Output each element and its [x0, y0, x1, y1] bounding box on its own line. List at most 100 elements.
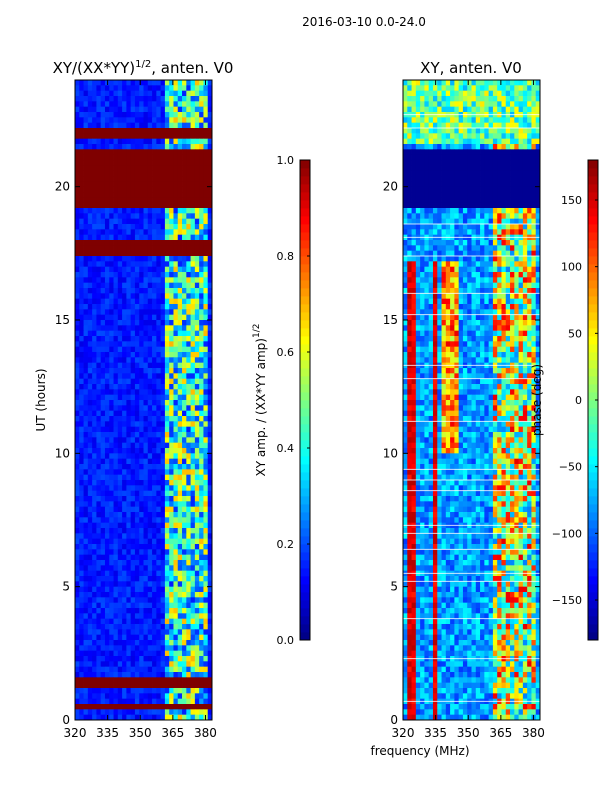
heatmap-cell — [501, 245, 507, 252]
heatmap-cell — [139, 458, 144, 465]
heatmap-cell — [160, 394, 166, 401]
heatmap-cell — [492, 229, 498, 236]
heatmap-cell — [134, 256, 140, 262]
heatmap-cell — [130, 437, 136, 444]
heatmap-cell — [152, 101, 157, 108]
heatmap-cell — [190, 277, 196, 284]
heatmap-cell — [160, 170, 166, 177]
heatmap-cell — [75, 229, 80, 236]
heatmap-cell — [130, 208, 136, 214]
heatmap-cell — [143, 128, 149, 134]
heatmap-cell — [96, 197, 102, 204]
heatmap-cell — [467, 224, 472, 230]
heatmap-cell — [450, 149, 455, 156]
heatmap-cell — [432, 197, 438, 204]
heatmap-cell — [173, 640, 179, 646]
heatmap-cell — [199, 128, 204, 134]
heatmap-cell — [143, 714, 149, 721]
heatmap-cell — [113, 117, 119, 124]
heatmap-cell — [194, 368, 200, 374]
heatmap-cell — [147, 368, 153, 374]
heatmap-cell — [147, 608, 153, 614]
heatmap-cell — [109, 277, 114, 284]
heatmap-cell — [160, 160, 166, 166]
heatmap-cell — [471, 197, 477, 204]
heatmap-cell — [122, 650, 127, 657]
y-tick-label: 20 — [55, 180, 70, 194]
heatmap-cell — [75, 288, 80, 294]
heatmap-cell — [173, 96, 179, 102]
heatmap-cell — [79, 554, 84, 561]
heatmap-cell — [87, 266, 93, 273]
heatmap-cell — [207, 378, 213, 385]
heatmap-cell — [207, 336, 213, 342]
heatmap-cell — [535, 245, 541, 252]
heatmap-cell — [173, 389, 179, 396]
heatmap-cell — [122, 106, 127, 113]
heatmap-cell — [83, 293, 89, 300]
heatmap-cell — [415, 224, 421, 230]
heatmap-cell — [199, 101, 204, 108]
heatmap-cell — [415, 192, 421, 198]
heatmap-cell — [122, 309, 127, 316]
heatmap-cell — [79, 149, 84, 156]
heatmap-cell — [169, 549, 174, 556]
heatmap-cell — [415, 186, 421, 193]
heatmap-cell — [143, 405, 149, 412]
heatmap-cell — [194, 170, 200, 177]
heatmap-cell — [169, 448, 174, 454]
heatmap-cell — [169, 581, 174, 588]
heatmap-cell — [134, 613, 140, 620]
heatmap-cell — [79, 309, 84, 316]
heatmap-cell — [96, 464, 102, 470]
heatmap-cell — [484, 186, 490, 193]
heatmap-cell — [186, 240, 191, 246]
heatmap-cell — [113, 346, 119, 353]
heatmap-cell — [207, 133, 213, 140]
heatmap-cell — [92, 245, 97, 252]
heatmap-cell — [445, 90, 451, 97]
heatmap-cell — [432, 96, 438, 102]
heatmap-cell — [96, 314, 102, 321]
heatmap-cell — [164, 170, 170, 177]
heatmap-cell — [177, 517, 183, 524]
heatmap-cell — [432, 122, 438, 129]
heatmap-cell — [79, 352, 84, 358]
heatmap-cell — [415, 106, 421, 113]
heatmap-cell — [177, 165, 183, 172]
heatmap-cell — [147, 560, 153, 566]
heatmap-cell — [126, 384, 132, 390]
heatmap-cell — [143, 378, 149, 385]
heatmap-cell — [428, 154, 434, 161]
heatmap-cell — [169, 597, 174, 604]
heatmap-cell — [79, 181, 84, 188]
heatmap-cell — [147, 138, 153, 145]
heatmap-cell — [117, 218, 123, 225]
heatmap-cell — [130, 160, 136, 166]
heatmap-cell — [190, 240, 196, 246]
heatmap-cell — [117, 304, 123, 310]
heatmap-cell — [139, 368, 144, 374]
heatmap-cell — [203, 90, 209, 97]
heatmap-cell — [117, 432, 123, 438]
heatmap-cell — [190, 101, 196, 108]
heatmap-cell — [100, 490, 106, 497]
heatmap-cell — [164, 453, 170, 460]
heatmap-cell — [407, 170, 412, 177]
heatmap-cell — [415, 96, 421, 102]
heatmap-cell — [109, 261, 114, 268]
heatmap-cell — [480, 170, 485, 177]
heatmap-cell — [199, 672, 204, 678]
heatmap-cell — [445, 208, 451, 214]
heatmap-cell — [207, 704, 213, 710]
heatmap-cell — [83, 256, 89, 262]
heatmap-cell — [134, 698, 140, 705]
heatmap-cell — [152, 298, 157, 305]
heatmap-cell — [143, 197, 149, 204]
heatmap-cell — [87, 618, 93, 625]
heatmap-cell — [186, 320, 191, 326]
heatmap-cell — [147, 421, 153, 428]
heatmap-cell — [156, 576, 162, 582]
heatmap-cell — [156, 640, 162, 646]
heatmap-cell — [467, 138, 472, 145]
